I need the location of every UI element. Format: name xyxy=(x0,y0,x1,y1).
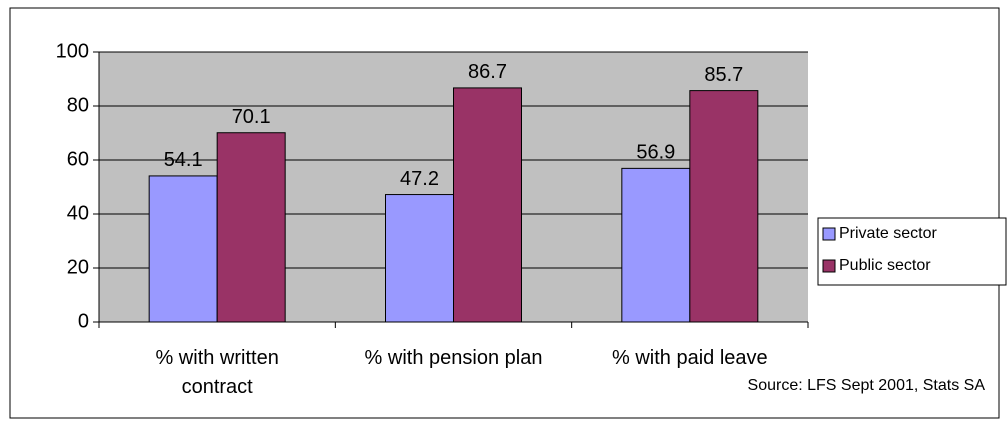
value-label: 47.2 xyxy=(400,168,439,190)
legend-label: Private sector xyxy=(839,225,937,242)
value-label: 70.1 xyxy=(232,106,271,128)
bar xyxy=(453,87,522,323)
bar xyxy=(148,175,218,323)
legend-box xyxy=(817,217,1007,286)
x-tick-label: % with paid leave xyxy=(612,347,768,369)
legend-swatch xyxy=(822,227,836,241)
y-tick-label: 80 xyxy=(67,94,89,116)
value-label: 54.1 xyxy=(164,149,203,171)
legend-swatch xyxy=(822,259,836,273)
y-tick-label: 20 xyxy=(67,256,89,278)
y-tick-label: 40 xyxy=(67,202,89,224)
value-label: 56.9 xyxy=(636,142,675,164)
bar xyxy=(216,132,286,323)
x-tick-label: % with pension plan xyxy=(364,347,543,369)
y-tick-label: 60 xyxy=(67,148,89,170)
x-tick-label: % with written contract xyxy=(155,347,279,398)
legend-label: Public sector xyxy=(839,257,931,274)
y-tick-label: 0 xyxy=(78,310,89,332)
value-label: 85.7 xyxy=(704,64,743,86)
bar xyxy=(385,194,454,323)
y-tick-label: 100 xyxy=(56,40,89,62)
bar xyxy=(621,167,691,323)
source-note: Source: LFS Sept 2001, Stats SA xyxy=(748,377,986,394)
bar xyxy=(689,90,759,323)
value-label: 86.7 xyxy=(468,61,507,83)
